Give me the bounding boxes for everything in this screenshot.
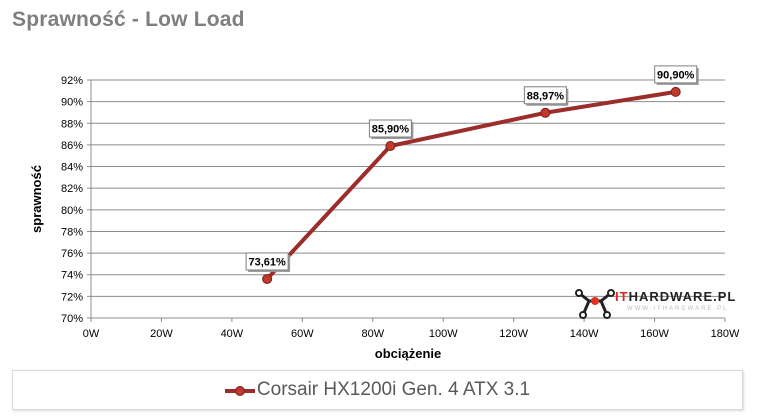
gridlines — [91, 79, 725, 319]
legend-swatch-icon — [224, 380, 255, 400]
data-point — [385, 140, 396, 151]
series-line — [265, 89, 677, 281]
chart-plot: 70% 72% 74% 76% 78% 80% 82% 84% 86% 88% 90% 92% 0W 20… — [29, 65, 740, 361]
x-tick-label: 180W — [711, 328, 740, 340]
y-tick-label: 92% — [61, 75, 83, 87]
data-label: 90,90% — [657, 69, 695, 81]
y-tick-label: 74% — [61, 270, 83, 282]
y-tick-label: 86% — [61, 140, 83, 152]
y-tick-label: 88% — [61, 118, 83, 130]
data-label-box — [523, 86, 567, 105]
x-tick-label: 20W — [150, 328, 173, 340]
data-label-box — [654, 65, 698, 84]
data-point — [540, 107, 551, 118]
logo-mark-icon — [575, 289, 615, 319]
data-label-box — [368, 119, 412, 138]
axes — [87, 79, 726, 322]
logo-wordmark: ITHARDWARE.PL — [615, 289, 737, 304]
legend-label: Corsair HX1200i Gen. 4 ATX 3.1 — [256, 379, 531, 400]
data-label: 73,61% — [248, 256, 286, 268]
chart-title: Sprawność - Low Load — [12, 8, 245, 31]
x-tick-label: 40W — [221, 328, 244, 340]
ithardware-logo: ITHARDWARE.PL WWW.ITHARDWARE.PL — [575, 287, 735, 323]
y-tick-label: 84% — [61, 162, 83, 174]
x-tick-label: 100W — [429, 328, 458, 340]
x-axis-title: obciążenie — [375, 346, 441, 361]
data-label: 88,97% — [527, 90, 565, 102]
x-tick-label: 60W — [291, 328, 314, 340]
data-labels: 73,61% 85,90% 88,97% 90,90% — [245, 65, 699, 272]
y-tick-label: 72% — [61, 291, 83, 303]
tick-labels: 70% 72% 74% 76% 78% 80% 82% 84% 86% 88% 90% 92% 0W 20… — [61, 75, 740, 340]
x-tick-label: 0W — [83, 328, 100, 340]
x-tick-label: 160W — [640, 328, 669, 340]
data-label: 85,90% — [372, 123, 410, 135]
x-tick-label: 120W — [499, 328, 528, 340]
logo-subtext: WWW.ITHARDWARE.PL — [627, 306, 729, 312]
y-tick-label: 78% — [61, 226, 83, 238]
y-axis-title: sprawność — [29, 165, 44, 233]
data-label-box — [245, 252, 289, 271]
data-point — [670, 86, 681, 97]
x-tick-label: 140W — [570, 328, 599, 340]
y-tick-label: 90% — [61, 97, 83, 109]
x-tick-label: 80W — [361, 328, 384, 340]
y-tick-label: 82% — [61, 183, 83, 195]
data-point — [262, 273, 273, 284]
legend: Corsair HX1200i Gen. 4 ATX 3.1 — [12, 370, 743, 410]
y-tick-label: 76% — [61, 248, 83, 260]
series-layer — [262, 86, 681, 284]
y-tick-label: 70% — [61, 313, 83, 325]
y-tick-label: 80% — [61, 205, 83, 217]
